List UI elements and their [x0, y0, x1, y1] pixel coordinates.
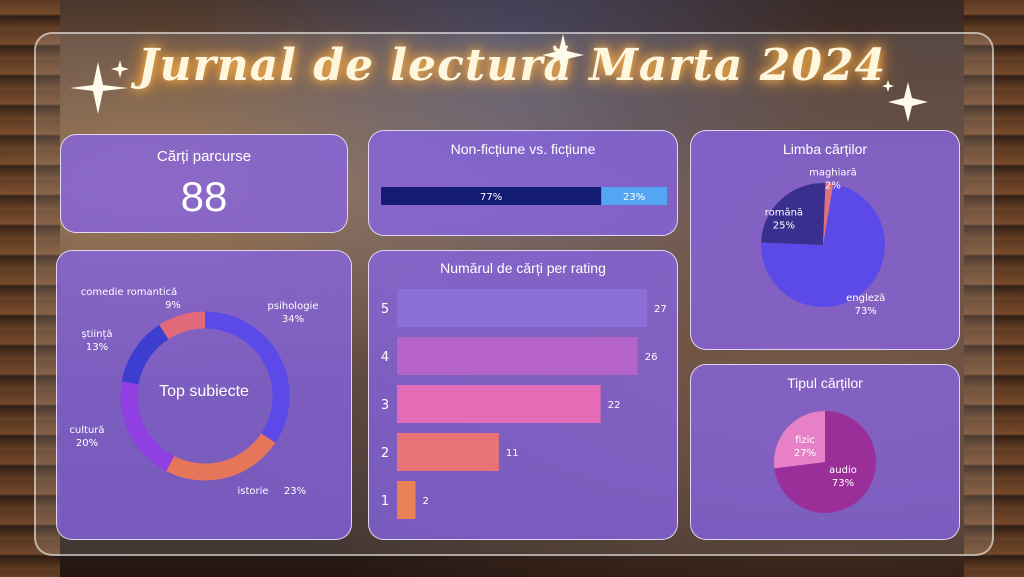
rating-bar	[397, 385, 601, 423]
sparkle-icon	[542, 34, 584, 76]
pie-category-label: audio	[829, 465, 857, 476]
ratings-bar-chart: 5 274 263 222 111 2	[381, 289, 667, 519]
pie-value-label: 73%	[855, 306, 877, 317]
topics-title: Top subiecte	[159, 383, 249, 400]
rating-value-label: 27	[654, 304, 667, 315]
donut-value-label: 34%	[282, 314, 304, 325]
books-read-card: Cărți parcurse 88	[60, 134, 348, 233]
bookshelf-right	[964, 0, 1024, 577]
sparkle-icon	[882, 80, 928, 122]
bookshelf-left	[0, 0, 60, 577]
rating-value-label: 11	[506, 448, 519, 459]
pie-value-label: 25%	[773, 221, 795, 232]
rating-bar	[397, 337, 638, 375]
rating-category-label: 1	[381, 494, 389, 509]
topics-donut-chart: psihologie 34% istorie 23% cultură 20% știință…	[69, 287, 319, 497]
rating-category-label: 5	[381, 302, 389, 317]
pie-value-label: 73%	[832, 478, 854, 489]
pie-category-label: fizic	[795, 435, 815, 446]
pie-category-label: engleză	[846, 293, 885, 304]
donut-category-label: cultură	[69, 425, 104, 436]
format-card: Tipul cărților audio 73% fizic 27%	[690, 364, 960, 540]
donut-category-label: comedie romantică	[81, 287, 178, 298]
rating-bar	[397, 433, 499, 471]
page-title: Jurnal de lectură Marta 2024	[137, 40, 887, 91]
rating-value-label: 22	[608, 400, 621, 411]
sparkle-icon	[70, 60, 129, 114]
rating-value-label: 2	[423, 496, 429, 507]
topics-card: psihologie 34% istorie 23% cultură 20% știință…	[56, 250, 352, 540]
pie-slice	[823, 183, 834, 245]
rating-bar	[397, 289, 647, 327]
donut-segment	[166, 433, 276, 481]
language-title: Limba cărților	[782, 141, 868, 157]
nonfiction-bar-chart: 77% 23%	[381, 187, 667, 205]
nonfiction-bar-segment	[381, 187, 602, 205]
donut-segment	[120, 381, 175, 472]
donut-value-label: 20%	[76, 438, 98, 449]
rating-category-label: 3	[381, 398, 389, 413]
pie-slice	[761, 183, 826, 245]
donut-segment	[204, 311, 290, 443]
pie-slice	[761, 183, 885, 307]
donut-category-label: psihologie	[268, 301, 319, 312]
ratings-card: Numărul de cărți per rating 5 27 4 26 3 22 2 11…	[368, 250, 678, 540]
format-title: Tipul cărților	[787, 375, 863, 391]
language-card: Limba cărților engleză 73% română 25% maghia…	[690, 130, 960, 350]
donut-segment	[159, 311, 206, 340]
pie-category-label: română	[765, 207, 803, 219]
rating-bar	[397, 481, 416, 519]
bar-value-label: 77%	[480, 192, 502, 203]
pie-slice	[774, 411, 825, 469]
books-read-label: Cărți parcurse	[156, 148, 252, 165]
books-read-value: 88	[180, 173, 228, 220]
language-pie-chart: engleză 73% română 25% maghiară 2%	[761, 167, 885, 317]
donut-category-label: știință	[81, 329, 112, 340]
rating-value-label: 26	[645, 352, 658, 363]
format-pie-chart: audio 73% fizic 27%	[774, 411, 876, 513]
donut-segment	[121, 324, 169, 385]
donut-value-label: 13%	[86, 342, 108, 353]
pie-value-label: 27%	[794, 448, 816, 459]
rating-category-label: 4	[381, 350, 389, 365]
pie-slice	[774, 411, 876, 513]
nonfiction-card: Non-ficțiune vs. ficțiune 77% 23%	[368, 130, 678, 236]
donut-value-label: 23%	[284, 486, 306, 497]
bar-value-label: 23%	[623, 192, 645, 203]
pie-value-label: 2%	[825, 180, 841, 191]
nonfiction-title: Non-ficțiune vs. ficțiune	[450, 141, 596, 157]
donut-category-label: istorie	[237, 486, 268, 497]
nonfiction-bar-segment	[601, 187, 667, 205]
pie-category-label: maghiară	[809, 167, 857, 178]
donut-value-label: 9%	[165, 300, 181, 311]
ratings-title: Numărul de cărți per rating	[440, 260, 606, 276]
rating-category-label: 2	[381, 446, 389, 461]
